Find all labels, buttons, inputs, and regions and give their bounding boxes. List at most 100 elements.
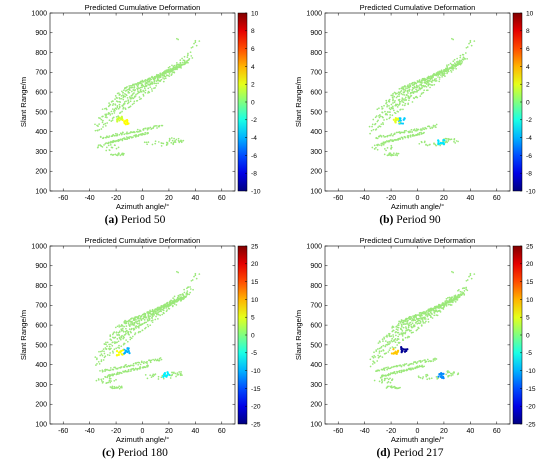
scatter-point — [149, 126, 152, 129]
colorbar-tick-label: 10 — [526, 10, 534, 17]
scatter-point — [181, 61, 184, 64]
scatter-point — [435, 126, 437, 129]
scatter-point — [116, 106, 119, 109]
scatter-point — [132, 83, 134, 86]
scatter-point — [422, 91, 425, 94]
y-tick-label: 600 — [310, 323, 322, 330]
scatter-point — [410, 94, 413, 97]
scatter-point — [420, 93, 423, 95]
scatter-point — [128, 96, 131, 98]
caption-text: Period 180 — [117, 447, 168, 459]
colorbar-tick-label: -20 — [526, 404, 536, 411]
scatter-point — [118, 152, 120, 155]
scatter-point — [432, 124, 435, 127]
scatter-point — [390, 372, 392, 374]
scatter-point — [181, 297, 183, 299]
scatter-point — [131, 323, 134, 326]
scatter-point — [133, 92, 135, 94]
scatter-point — [390, 339, 393, 342]
scatter-point — [394, 92, 397, 94]
scatter-point — [380, 345, 383, 348]
scatter-point — [426, 373, 428, 376]
scatter-point — [469, 39, 472, 42]
scatter-point — [385, 352, 388, 354]
scatter-point — [141, 79, 144, 82]
scatter-point — [106, 341, 109, 344]
scatter-point — [386, 377, 388, 380]
scatter-point — [380, 350, 383, 353]
scatter-point — [424, 79, 427, 82]
scatter-point — [371, 123, 374, 126]
scatter-point — [190, 55, 193, 57]
scatter-point — [133, 83, 135, 86]
scatter-point — [408, 99, 410, 102]
scatter-point — [105, 142, 107, 144]
scatter-point — [173, 303, 176, 305]
hotspot-point — [401, 349, 404, 353]
scatter-point — [405, 129, 407, 132]
scatter-point — [403, 369, 406, 372]
scatter-point — [405, 323, 407, 325]
scatter-point — [164, 75, 167, 78]
scatter-point — [413, 325, 416, 328]
scatter-point — [159, 314, 162, 317]
scatter-point — [141, 83, 143, 85]
scatter-point — [120, 329, 123, 331]
scatter-point — [123, 89, 125, 92]
scatter-point — [420, 84, 423, 87]
scatter-point — [375, 349, 378, 351]
scatter-point — [438, 72, 440, 75]
scatter-point — [130, 323, 132, 326]
scatter-point — [452, 271, 455, 274]
scatter-point — [99, 354, 102, 357]
scatter-point — [383, 148, 386, 150]
scatter-point — [448, 371, 451, 374]
y-tick-label: 700 — [310, 70, 322, 77]
scatter-point — [385, 387, 388, 389]
scatter-point — [391, 105, 394, 108]
scatter-point — [407, 85, 409, 88]
scatter-point — [458, 61, 461, 63]
colorbar-tick-label: 5 — [526, 315, 530, 322]
caption-label: (c) — [102, 447, 115, 459]
scatter-point — [441, 307, 443, 310]
scatter-point — [423, 89, 425, 92]
scatter-point — [130, 364, 132, 367]
scatter-point — [404, 96, 407, 99]
scatter-point — [426, 358, 429, 361]
scatter-point — [394, 112, 397, 115]
scatter-point — [403, 94, 406, 96]
hotspot-point — [166, 372, 170, 375]
scatter-point — [177, 294, 180, 297]
scatter-point — [109, 103, 112, 106]
y-tick-label: 900 — [310, 263, 322, 270]
x-tick-label: -60 — [333, 195, 343, 202]
scatter-point — [114, 95, 117, 97]
scatter-point — [173, 137, 175, 140]
colorbar-tick-label: -2 — [526, 117, 532, 124]
field-points — [94, 270, 201, 390]
scatter-point — [131, 335, 134, 338]
scatter-point — [119, 93, 121, 96]
scatter-point — [135, 362, 137, 365]
scatter-point — [438, 80, 441, 83]
scatter-point — [150, 376, 153, 379]
scatter-point — [381, 107, 384, 110]
scatter-point — [182, 139, 185, 142]
caption: (d) Period 217 — [275, 447, 545, 459]
scatter-point — [124, 92, 126, 95]
scatter-point — [136, 88, 139, 91]
scatter-point — [166, 69, 169, 72]
scatter-point — [180, 67, 182, 69]
x-tick-label: 0 — [416, 428, 420, 435]
scatter-point — [137, 363, 140, 366]
scatter-point — [419, 87, 422, 90]
scatter-point — [447, 70, 450, 73]
colorbar-tick-label: 0 — [251, 332, 255, 339]
scatter-point — [400, 92, 403, 95]
scatter-point — [129, 100, 132, 103]
scatter-point — [402, 93, 404, 96]
x-tick-label: -40 — [85, 195, 95, 202]
scatter-point — [383, 104, 385, 107]
scatter-point — [377, 143, 379, 146]
